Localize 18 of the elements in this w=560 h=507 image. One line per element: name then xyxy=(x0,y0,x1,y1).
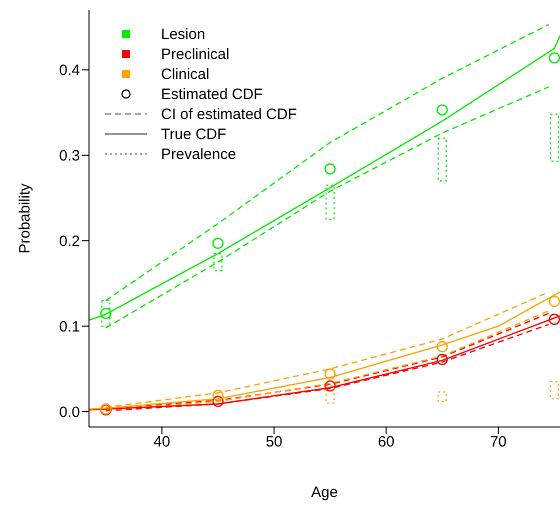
y-tick-label: 0.3 xyxy=(59,148,80,165)
annotation: CI of estimated CDF xyxy=(161,106,297,122)
annotation: Estimated CDF xyxy=(161,86,263,102)
legend-label: Preclinical xyxy=(161,46,230,62)
legend-label: Lesion xyxy=(161,26,206,42)
x-tick-label: 50 xyxy=(266,434,282,451)
y-tick-label: 0.0 xyxy=(59,404,80,421)
y-tick-label: 0.4 xyxy=(59,62,80,80)
x-axis-title: Age xyxy=(311,484,338,501)
y-axis-title: Probability xyxy=(16,182,34,254)
x-tick-label: 70 xyxy=(490,434,507,451)
x-tick-label: 60 xyxy=(378,434,395,451)
y-tick-label: 0.2 xyxy=(59,233,80,250)
legend-label: Clinical xyxy=(161,66,210,82)
y-tick-label: 0.1 xyxy=(59,318,80,336)
annotation: Prevalence xyxy=(161,146,236,162)
x-tick-label: 40 xyxy=(154,434,170,451)
annotation: True CDF xyxy=(161,126,226,142)
